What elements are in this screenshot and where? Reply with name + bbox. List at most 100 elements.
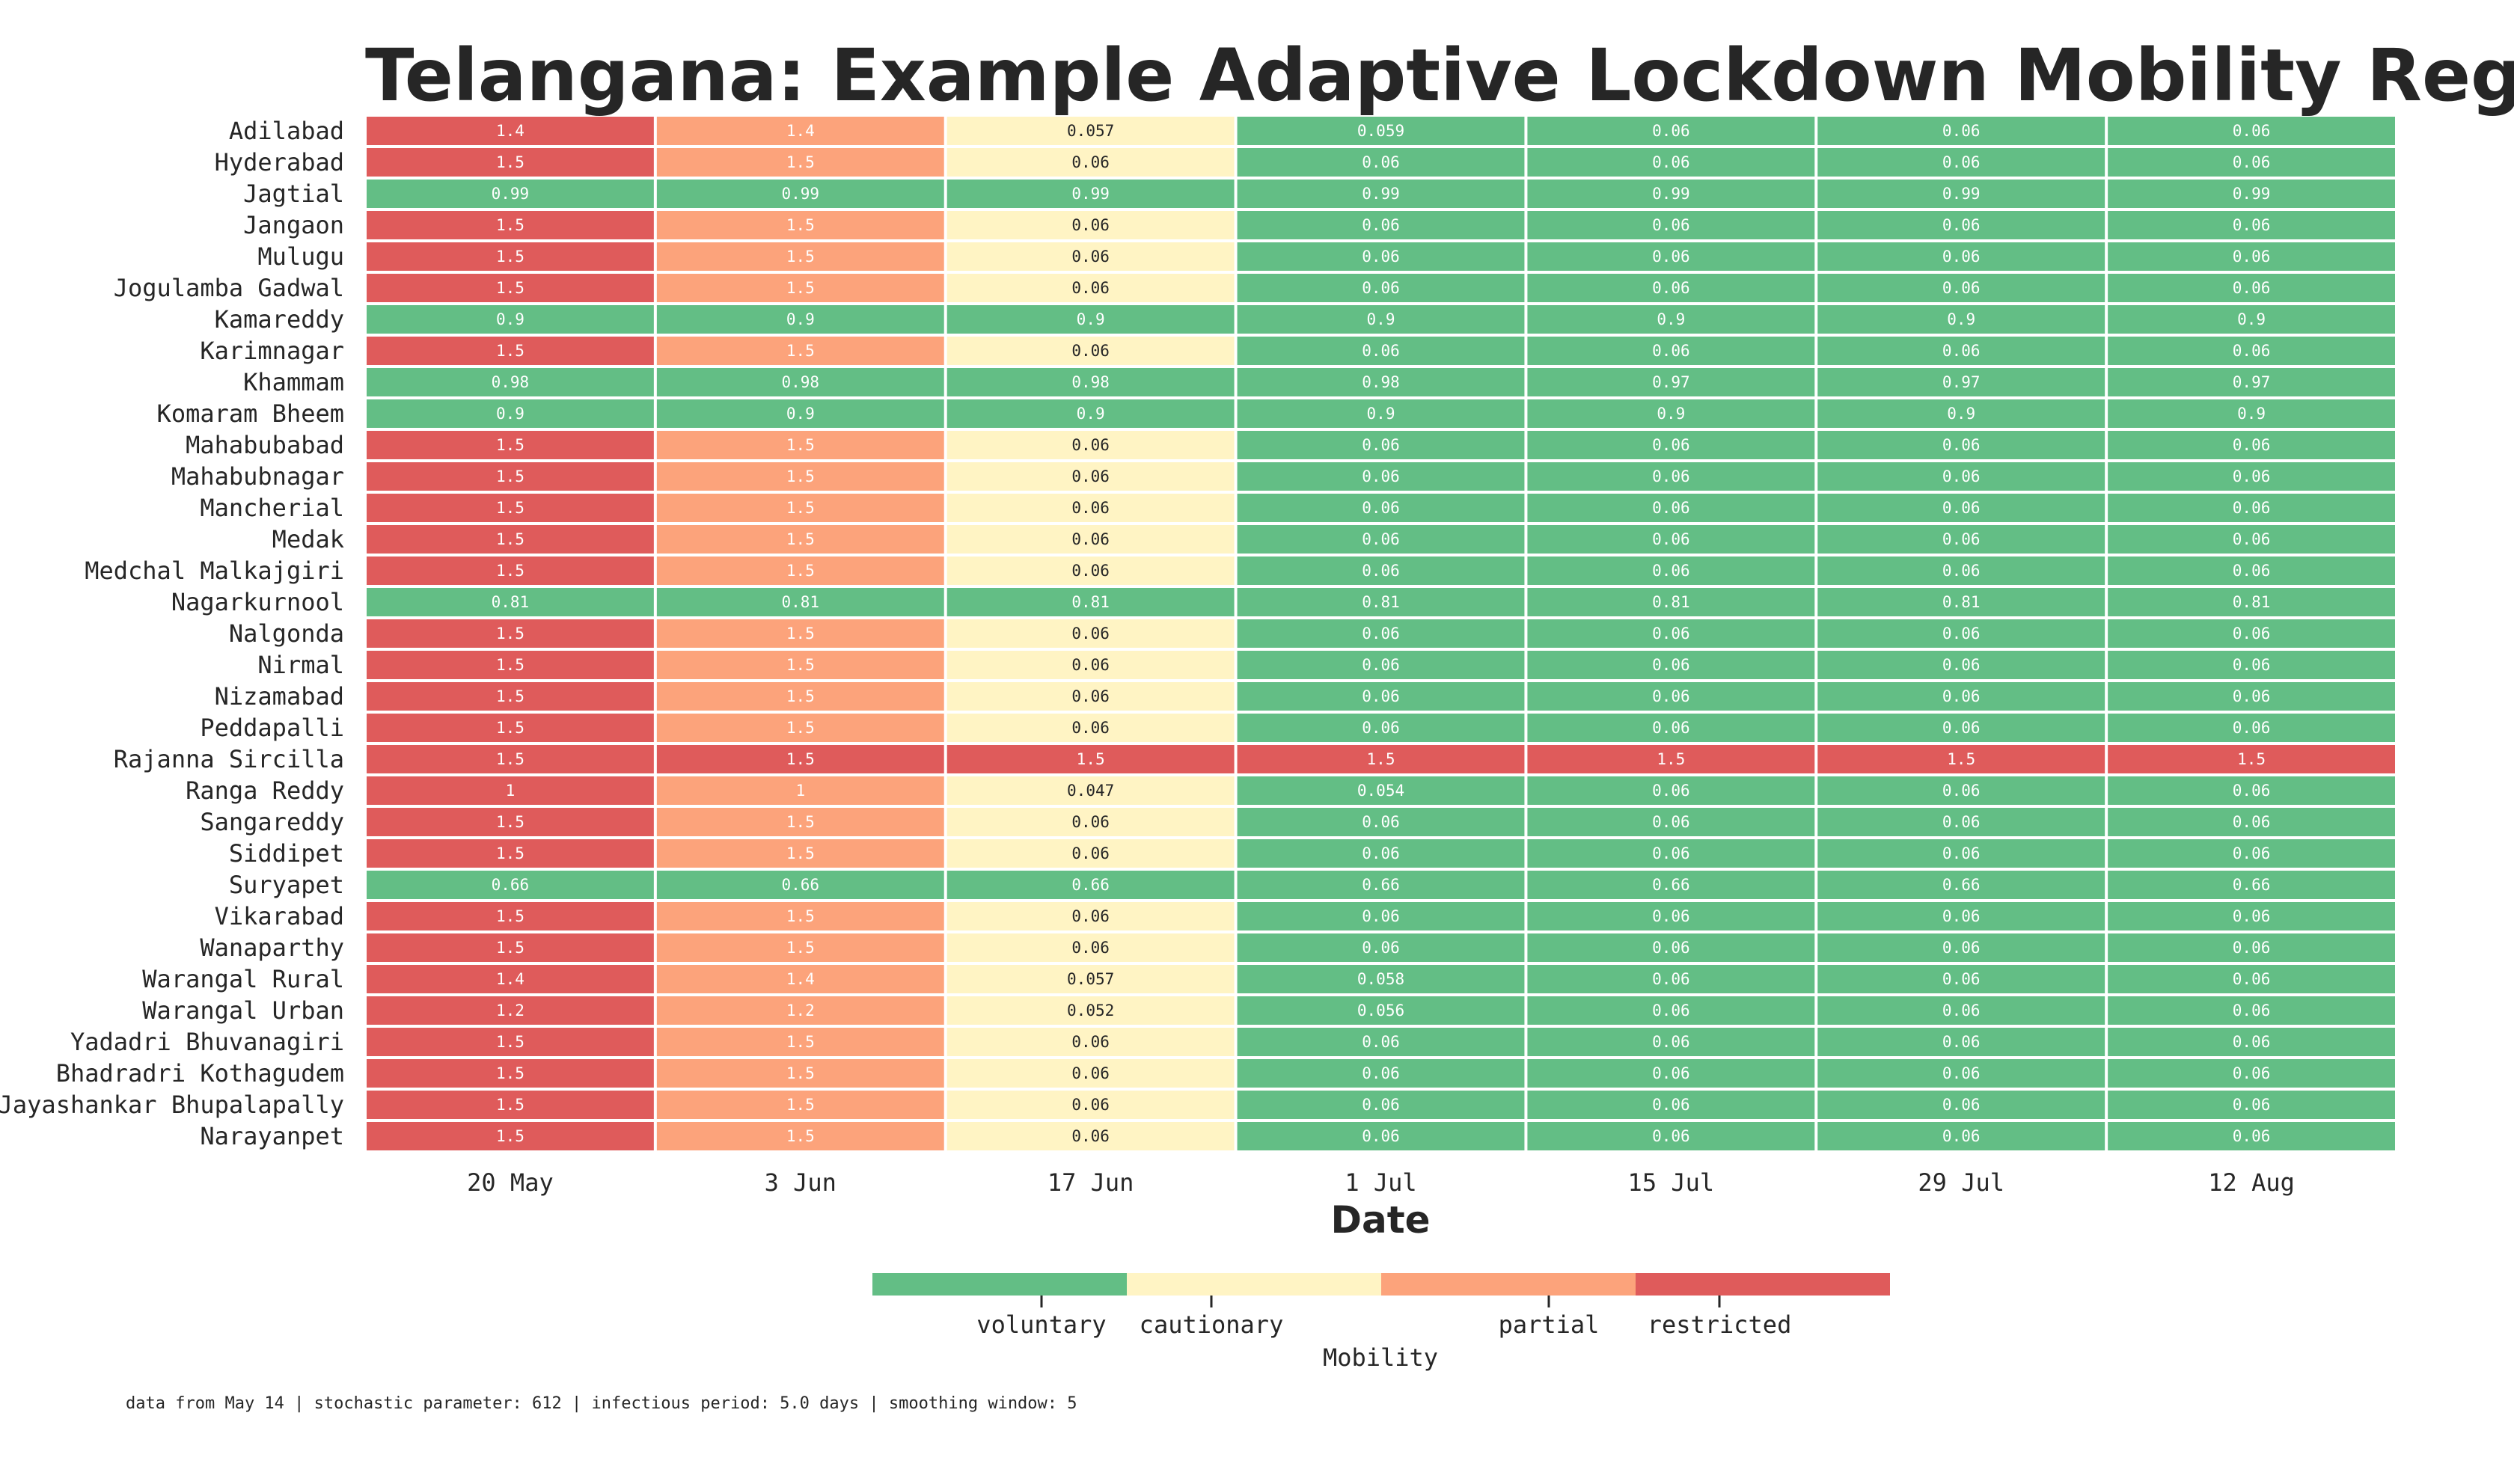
heatmap-cell (1237, 211, 1525, 239)
legend-label: partial (1499, 1310, 1600, 1339)
district-label: Suryapet (229, 871, 344, 899)
cell-value-label: 0.06 (1942, 279, 1981, 297)
cell-value-label: 0.06 (1652, 939, 1690, 957)
heatmap-cell (1237, 368, 1525, 396)
cell-value-label: 0.81 (1071, 593, 1110, 611)
district-label: Vikarabad (215, 902, 344, 930)
heatmap-cell (367, 714, 654, 742)
cell-value-label: 0.06 (1942, 216, 1981, 234)
cell-value-label: 0.06 (2233, 562, 2271, 580)
cell-value-label: 0.06 (1942, 687, 1981, 705)
heatmap-cell (2108, 148, 2395, 177)
heatmap-cell (1237, 399, 1525, 428)
cell-value-label: 0.06 (1652, 813, 1690, 831)
cell-value-label: 0.06 (1652, 153, 1690, 171)
district-label: Peddapalli (200, 714, 344, 742)
heatmap-cell (2108, 933, 2395, 962)
heatmap-cell (2108, 682, 2395, 711)
district-label: Medchal Malkajgiri (85, 556, 344, 585)
cell-value-label: 0.06 (1652, 625, 1690, 643)
district-label: Jogulamba Gadwal (114, 274, 344, 302)
cell-value-label: 0.06 (1942, 939, 1981, 957)
cell-value-label: 0.66 (1071, 876, 1110, 894)
heatmap-cell (1527, 839, 1815, 868)
cell-value-label: 1.4 (496, 122, 524, 140)
heatmap-cell (2108, 808, 2395, 836)
cell-value-label: 0.06 (1942, 467, 1981, 485)
heatmap-cell (367, 808, 654, 836)
heatmap-cell (367, 1122, 654, 1150)
heatmap-cell (946, 556, 1235, 585)
heatmap-cell (1527, 399, 1815, 428)
heatmap-cell (1817, 714, 2105, 742)
cell-value-label: 0.06 (1071, 844, 1110, 862)
heatmap-cell (946, 1122, 1235, 1150)
heatmap-cell (1817, 431, 2105, 459)
heatmap-cell (367, 431, 654, 459)
heatmap-cell (1817, 494, 2105, 522)
cell-value-label: 1.5 (2237, 750, 2266, 768)
heatmap-cell (946, 682, 1235, 711)
heatmap-cell (656, 745, 944, 773)
cell-value-label: 0.06 (1071, 499, 1110, 517)
cell-value-label: 0.9 (1367, 310, 1395, 328)
heatmap-cell (946, 431, 1235, 459)
cell-value-label: 1.4 (496, 970, 524, 988)
cell-value-label: 1.5 (496, 436, 524, 454)
district-label: Mancherial (200, 494, 344, 522)
cell-value-label: 0.058 (1357, 970, 1404, 988)
cell-value-label: 1.5 (786, 1064, 815, 1082)
cell-value-label: 0.06 (1362, 813, 1400, 831)
heatmap-cell (2108, 1122, 2395, 1150)
heatmap-cell (656, 117, 944, 145)
cell-value-label: 0.06 (2233, 279, 2271, 297)
cell-value-label: 0.06 (1071, 530, 1110, 548)
district-label: Jagtial (243, 180, 344, 208)
heatmap-cell (2108, 1028, 2395, 1056)
cell-value-label: 0.06 (1942, 248, 1981, 266)
heatmap-cell (946, 399, 1235, 428)
cell-value-label: 0.06 (1362, 844, 1400, 862)
cell-value-label: 1.5 (496, 813, 524, 831)
heatmap-cell (367, 776, 654, 805)
district-label: Mahabubabad (186, 431, 344, 459)
cell-value-label: 0.06 (1652, 656, 1690, 674)
cell-value-label: 0.06 (1071, 279, 1110, 297)
heatmap-cell (367, 525, 654, 554)
cell-value-label: 1.5 (496, 1127, 524, 1145)
cell-value-label: 0.9 (786, 405, 815, 423)
legend-label: voluntary (976, 1310, 1106, 1339)
heatmap-cell (2108, 211, 2395, 239)
cell-value-label: 0.06 (2233, 153, 2271, 171)
date-tick-label: 1 Jul (1345, 1168, 1416, 1197)
heatmap-cell (1527, 1122, 1815, 1150)
heatmap-cell (2108, 588, 2395, 616)
heatmap-cell (946, 808, 1235, 836)
heatmap-cell (1237, 148, 1525, 177)
heatmap-cell (2108, 965, 2395, 993)
heatmap-cell (1527, 462, 1815, 491)
cell-value-label: 0.06 (2233, 939, 2271, 957)
heatmap-cell (1527, 651, 1815, 679)
heatmap-cell (367, 556, 654, 585)
legend-swatch (872, 1273, 1127, 1296)
legend-swatch (1381, 1273, 1636, 1296)
cell-value-label: 0.06 (1652, 1064, 1690, 1082)
cell-value-label: 0.06 (1942, 1127, 1981, 1145)
cell-value-label: 0.06 (1942, 122, 1981, 140)
heatmap-cell (656, 462, 944, 491)
cell-value-label: 0.66 (781, 876, 819, 894)
heatmap-cell (1527, 305, 1815, 334)
heatmap-cell (1817, 871, 2105, 899)
cell-value-labels: 1.4 1.4 0.057 0.059 0.06 0.06 0.06 1.5 1.5 0.06 0.… (492, 122, 2271, 1145)
heatmap-cell (1527, 117, 1815, 145)
cell-value-label: 0.9 (496, 405, 524, 423)
heatmap-cell (656, 525, 944, 554)
cell-value-label: 0.9 (1947, 405, 1975, 423)
heatmap-cell (1817, 368, 2105, 396)
heatmap-cell (1237, 682, 1525, 711)
cell-value-label: 0.06 (2233, 467, 2271, 485)
cell-value-label: 0.057 (1067, 122, 1114, 140)
cell-value-label: 0.06 (1652, 499, 1690, 517)
cell-value-label: 1.5 (496, 1096, 524, 1114)
